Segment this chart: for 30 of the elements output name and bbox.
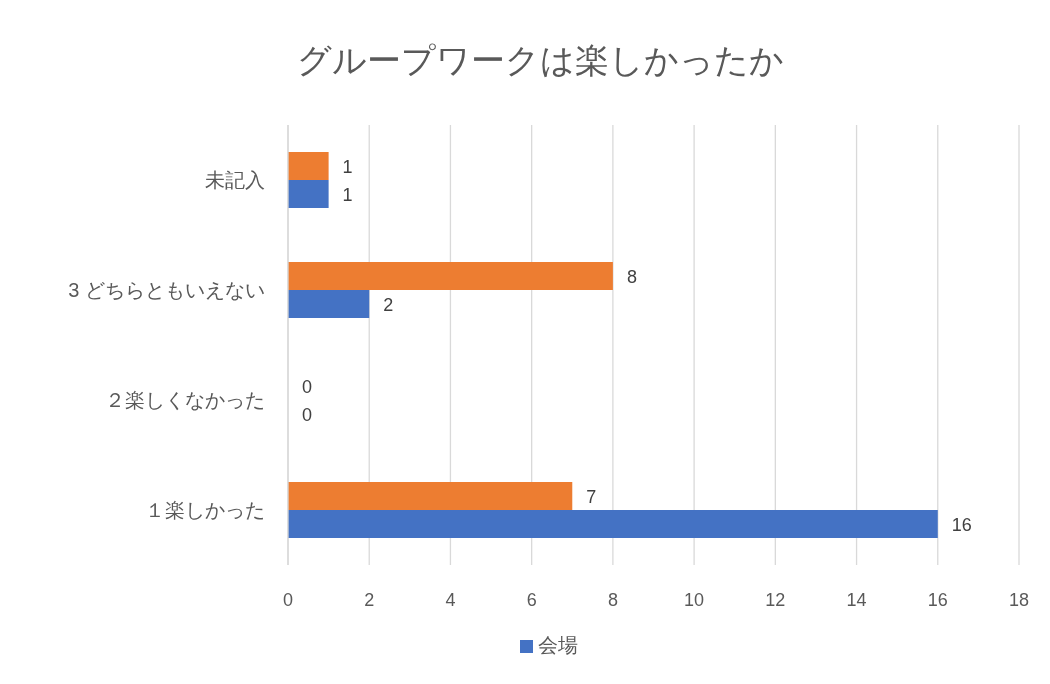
legend-label: 会場	[538, 634, 578, 656]
x-tick-label: 10	[684, 590, 705, 610]
y-tick-label: ２楽しくなかった	[105, 389, 265, 411]
data-label: 2	[383, 295, 394, 315]
data-label: 0	[302, 405, 313, 425]
data-label: 7	[586, 487, 597, 507]
x-tick-label: 14	[846, 590, 867, 610]
data-label: 16	[951, 515, 972, 535]
bar	[288, 290, 370, 318]
x-tick-label: 4	[445, 590, 456, 610]
x-tick-label: 6	[526, 590, 537, 610]
bar	[288, 152, 329, 180]
y-tick-label: １楽しかった	[145, 499, 265, 521]
bar	[288, 262, 613, 290]
bar	[288, 180, 329, 208]
y-tick-label: 未記入	[205, 169, 265, 191]
chart-title: グループワークは楽しかったか	[296, 41, 784, 79]
x-tick-label: 2	[364, 590, 375, 610]
x-tick-label: 8	[607, 590, 618, 610]
x-tick-label: 12	[765, 590, 786, 610]
bar	[288, 482, 573, 510]
y-tick-label: 3 どちらともいえない	[68, 279, 265, 301]
bar	[288, 510, 938, 538]
data-label: 1	[342, 185, 353, 205]
data-label: 1	[342, 157, 353, 177]
data-label: 0	[302, 377, 313, 397]
x-tick-label: 16	[927, 590, 948, 610]
x-tick-label: 0	[282, 590, 294, 610]
data-label: 8	[626, 267, 637, 287]
x-tick-label: 18	[1008, 590, 1030, 610]
